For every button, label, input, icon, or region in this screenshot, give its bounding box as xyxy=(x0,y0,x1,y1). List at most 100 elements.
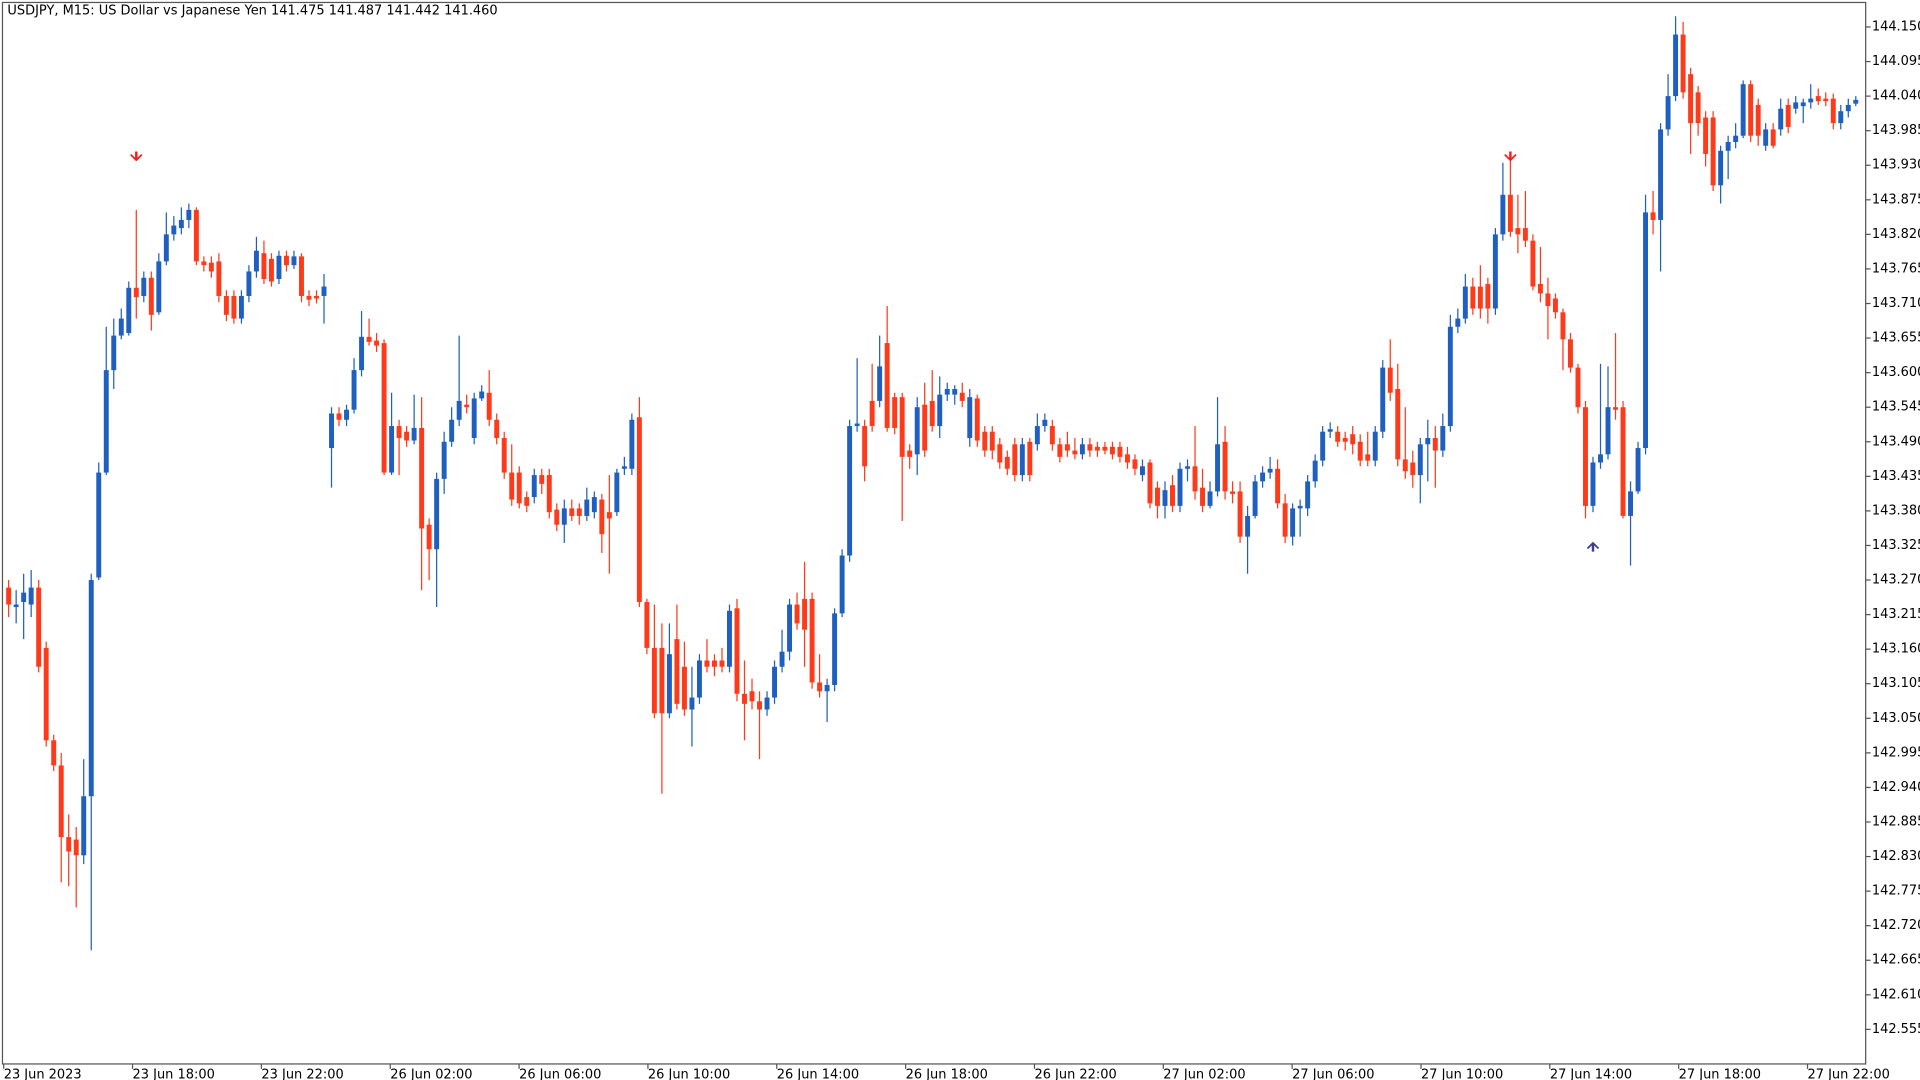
candle-body xyxy=(1808,98,1814,103)
candle-body xyxy=(171,225,177,235)
candle-body xyxy=(411,427,417,441)
y-tick-label: 142.665 xyxy=(1872,953,1920,968)
candle-body xyxy=(6,587,12,605)
candle-body xyxy=(696,660,702,698)
candle-body xyxy=(1793,102,1799,109)
candle-body xyxy=(1004,456,1010,469)
candle-body xyxy=(501,437,507,473)
candle-body xyxy=(1470,286,1476,309)
candle-body xyxy=(471,398,477,438)
candle-body xyxy=(1845,104,1851,112)
candle-body xyxy=(494,419,500,438)
candle-body xyxy=(1598,454,1603,463)
candle-body xyxy=(1230,491,1236,494)
candle-body xyxy=(1823,98,1829,102)
candle-body xyxy=(764,697,770,710)
candle-body xyxy=(441,441,447,479)
candle-body xyxy=(772,666,778,698)
candle-body xyxy=(58,765,64,838)
candle-body xyxy=(809,598,815,683)
candle-body xyxy=(156,261,162,313)
candle-body xyxy=(516,472,522,504)
y-tick-label: 142.830 xyxy=(1872,849,1920,864)
candle-body xyxy=(1718,150,1724,186)
candle-body xyxy=(1613,407,1618,410)
candle-body xyxy=(757,701,762,710)
y-tick-label: 143.710 xyxy=(1872,296,1920,311)
candle-body xyxy=(1815,96,1821,102)
candle-body xyxy=(21,592,27,603)
candle-body xyxy=(832,613,838,685)
candle-body xyxy=(208,262,214,272)
candle-body xyxy=(1087,444,1093,451)
plot-frame xyxy=(1,1,1867,1065)
candle-body xyxy=(1462,286,1468,319)
candle-body xyxy=(839,555,845,614)
y-tick-label: 144.040 xyxy=(1872,89,1920,104)
candle-body xyxy=(81,796,87,856)
candle-body xyxy=(1417,444,1423,476)
candle-body xyxy=(246,271,252,296)
candle-body xyxy=(929,400,935,427)
candle-body xyxy=(133,287,139,298)
y-tick-label: 143.985 xyxy=(1872,123,1920,138)
candle-body xyxy=(1372,431,1378,461)
candle-body xyxy=(1838,111,1844,124)
candle-body xyxy=(674,639,680,704)
candle-body xyxy=(1109,446,1115,455)
candle-body xyxy=(1335,431,1341,442)
candle-body xyxy=(1072,450,1078,455)
candle-body xyxy=(148,277,154,315)
candle-body xyxy=(306,295,312,300)
candle-body xyxy=(1748,84,1754,136)
candle-body xyxy=(1658,129,1664,220)
candle-body xyxy=(291,256,297,266)
candle-body xyxy=(509,472,515,500)
candle-body xyxy=(374,340,380,346)
candle-body xyxy=(892,397,898,428)
candle-body xyxy=(51,740,57,766)
candle-body xyxy=(1027,441,1033,476)
candle-body xyxy=(231,295,237,319)
candle-body xyxy=(103,370,109,473)
candle-body xyxy=(1440,426,1446,451)
candle-body xyxy=(967,397,973,438)
candle-body xyxy=(1192,466,1198,492)
candle-body xyxy=(1590,462,1596,506)
candle-body xyxy=(599,499,605,535)
candle-body xyxy=(621,466,627,469)
candle-body xyxy=(1132,459,1138,469)
candle-body xyxy=(1222,441,1228,492)
y-tick-label: 143.930 xyxy=(1872,158,1920,173)
candle-body xyxy=(914,407,920,455)
candle-body xyxy=(73,839,79,856)
candle-body xyxy=(434,478,440,550)
candle-body xyxy=(779,651,785,667)
y-tick-label: 142.775 xyxy=(1872,884,1920,899)
candle-body xyxy=(959,392,965,401)
candle-body xyxy=(1552,298,1558,313)
candle-body xyxy=(366,336,372,342)
candle-body xyxy=(1695,92,1701,124)
signal-arrow xyxy=(1586,541,1600,552)
chart-title: USDJPY, M15: US Dollar vs Japanese Yen 1… xyxy=(7,4,497,19)
candle-body xyxy=(1267,468,1273,473)
candle-body xyxy=(1312,460,1318,482)
candle-body xyxy=(1410,462,1416,476)
candle-body xyxy=(982,431,988,451)
candle-body xyxy=(344,409,350,420)
candle-body xyxy=(794,604,800,624)
candle-body xyxy=(449,419,455,442)
candle-body xyxy=(1770,129,1776,146)
y-tick-label: 143.545 xyxy=(1872,400,1920,415)
candle-body xyxy=(1425,437,1431,445)
candle-body xyxy=(1643,212,1649,449)
candle-body xyxy=(1447,326,1453,427)
candle-body xyxy=(742,693,747,704)
candle-body xyxy=(321,286,327,296)
candle-body xyxy=(1605,407,1611,455)
candle-body xyxy=(126,287,132,334)
candle-body xyxy=(1628,491,1634,516)
candle-body xyxy=(651,647,657,714)
y-tick-label: 143.105 xyxy=(1872,676,1920,691)
